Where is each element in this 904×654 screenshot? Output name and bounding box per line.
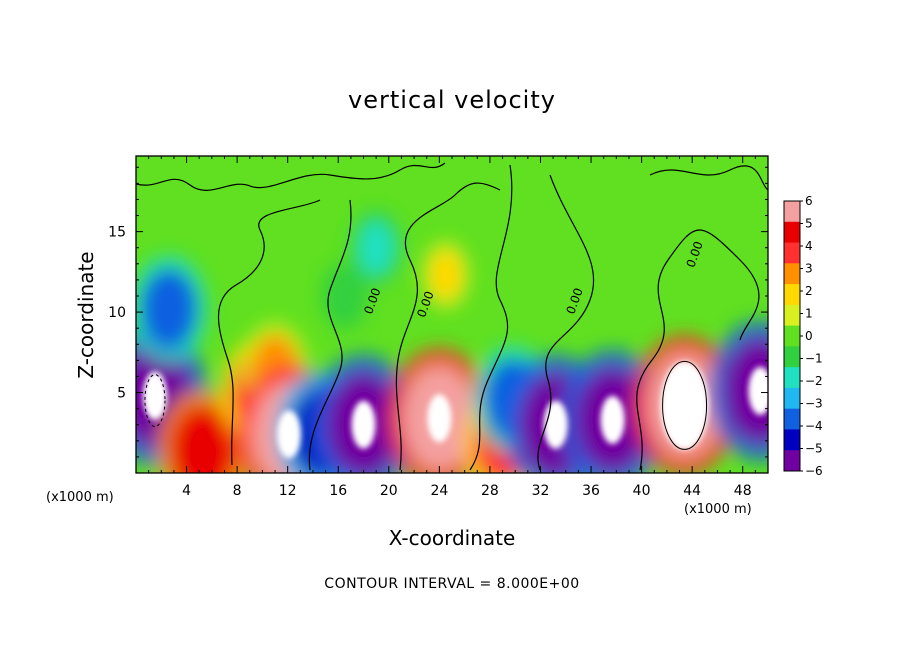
x-tick-label-32: 32 [532,483,550,499]
contour-line-3 [395,182,501,471]
colorbar-swatch-1 [784,221,800,244]
contour-line-core [662,360,708,450]
velocity-field [136,156,768,473]
x-tick-label-16: 16 [329,483,347,499]
x-axis-unit: (x1000 m) [46,490,114,505]
field-core-0 [142,371,167,420]
colorbar-label-9: −3 [805,397,823,411]
colorbar-label-0: 6 [805,194,813,208]
x-tick-label-44: 44 [683,483,701,499]
field-blob-15 [428,250,463,301]
field-cores [142,361,768,459]
colorbar-label-2: 4 [805,239,813,253]
colorbar-swatch-3 [784,263,800,285]
x-tick-label-28: 28 [481,483,499,499]
field-blob-2 [170,406,236,473]
colorbar-label-12: −6 [805,464,823,478]
contour-lines: 0.00 0.00 0.000.00 [136,162,768,471]
field-core-12 [600,395,625,444]
colorbar-label-7: −1 [805,352,823,366]
field-blob-17 [357,219,396,276]
colorbar-swatch-6 [784,325,800,347]
colorbar-swatch-12 [784,450,800,472]
y-tick-label-15: 15 [108,225,126,241]
field-blob-1 [140,268,197,349]
colorbar-swatch-4 [784,284,800,306]
colorbar-swatch-5 [784,304,800,327]
contour-line-6 [636,229,760,471]
colorbar-swatch-10 [784,408,800,430]
field-core-14 [748,366,768,415]
x-tick-label-24: 24 [430,483,448,499]
colorbar-swatch-9 [784,387,800,410]
x-tick-label-40: 40 [633,483,651,499]
x-tick-label-48: 48 [734,483,752,499]
y-axis-unit: (x1000 m) [684,502,752,517]
contour-line-4 [469,164,513,471]
colorbar-label-1: 5 [805,217,813,231]
contour-line-5 [537,174,595,471]
field-blob-16 [327,270,362,321]
contour-line-0 [136,162,446,191]
contour-line-1 [217,199,321,466]
x-tick-label-20: 20 [380,483,398,499]
contour-interval-note: CONTOUR INTERVAL = 8.000E+00 [324,576,580,592]
colorbar-label-4: 2 [805,284,813,298]
colorbar-swatch-2 [784,242,800,264]
field-core-13 [660,361,709,450]
field-blob-14 [723,338,768,443]
colorbar-swatch-0 [784,201,800,223]
colorbar: 6 5 4 3 2 1 0 −1 −2 −3 −4 −5 −6 [783,194,823,478]
x-tick-label-8: 8 [233,483,242,499]
colorbar-label-11: −5 [805,442,823,456]
y-tick-label-10: 10 [108,305,126,321]
x-tick-label-36: 36 [582,483,600,499]
field-core-5 [276,410,301,459]
colorbar-label-6: 0 [805,329,813,343]
x-tick-label-12: 12 [279,483,297,499]
colorbar-label-5: 1 [805,307,813,321]
colorbar-label-8: −2 [805,374,823,388]
field-core-7 [351,400,376,449]
colorbar-label-10: −4 [805,419,823,433]
contour-line-7 [649,165,768,191]
x-tick-label-4: 4 [182,483,191,499]
contour-dashed [144,374,166,428]
chart-title: vertical velocity [348,86,556,114]
x-axis-label: X-coordinate [388,526,516,550]
field-core-11 [543,400,568,449]
y-tick-label-5: 5 [117,386,126,402]
contour-line-2 [308,199,352,471]
field-core-8 [427,394,452,443]
colorbar-label-3: 3 [805,262,813,276]
colorbar-swatch-7 [784,346,800,368]
colorbar-swatch-11 [784,429,800,451]
colorbar-swatch-8 [784,367,800,389]
